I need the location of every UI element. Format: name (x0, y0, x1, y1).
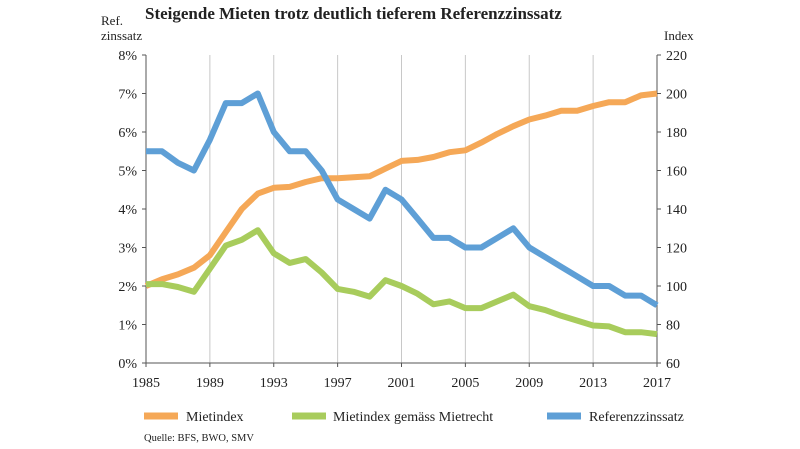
left-tick-label: 7% (118, 88, 137, 103)
x-tick-label: 2001 (388, 376, 416, 391)
source-note: Quelle: BFS, BWO, SMV (144, 433, 254, 444)
right-tick-label: 80 (666, 319, 680, 334)
left-tick-label: 8% (118, 49, 137, 64)
series-line-referenzzinssatz (146, 90, 659, 308)
left-tick-label: 4% (118, 203, 137, 218)
left-axis-title-line-1: Ref. (101, 13, 123, 28)
x-tick-label: 2005 (451, 376, 479, 391)
legend-label-mietindex: Mietindex (186, 410, 244, 425)
x-tick-label: 1989 (196, 376, 224, 391)
left-tick-label: 1% (118, 319, 137, 334)
left-axis-title-line-2: zinssatz (101, 28, 142, 43)
right-tick-label: 100 (666, 280, 687, 295)
series-line-mietindex (144, 90, 658, 289)
left-tick-label: 2% (118, 280, 137, 295)
right-tick-label: 220 (666, 49, 687, 64)
x-tick-label: 1993 (260, 376, 288, 391)
legend-label-referenzzinssatz: Referenzzinssatz (589, 410, 684, 425)
series-line-mietindex-mietrecht (146, 227, 658, 338)
x-tick-label: 2009 (515, 376, 543, 391)
legend-label-mietindex-mietrecht: Mietindex gemäss Mietrecht (333, 410, 493, 425)
gridlines (145, 55, 658, 363)
right-tick-label: 180 (666, 126, 687, 141)
right-tick-label: 200 (666, 88, 687, 103)
right-tick-label: 60 (666, 357, 680, 372)
x-tick-label: 1985 (132, 376, 160, 391)
left-tick-label: 6% (118, 126, 137, 141)
left-tick-label: 3% (118, 242, 137, 257)
legend: Mietindex Mietindex gemäss Mietrecht Ref… (144, 410, 684, 425)
left-tick-label: 5% (118, 165, 137, 180)
left-tick-label: 0% (118, 357, 137, 372)
chart-title: Steigende Mieten trotz deutlich tieferem… (145, 4, 562, 23)
right-tick-label: 120 (666, 242, 687, 257)
x-tick-label: 2017 (643, 376, 671, 391)
right-tick-label: 160 (666, 165, 687, 180)
right-axis-title: Index (664, 28, 694, 43)
axes (142, 54, 661, 367)
series-lines (144, 90, 659, 338)
x-tick-label: 2013 (579, 376, 607, 391)
right-tick-label: 140 (666, 203, 687, 218)
tick-labels: 0% 1% 2% 3% 4% 5% 6% 7% 8% 60 80 100 120 140 160 180 200… (118, 49, 687, 391)
x-tick-label: 1997 (324, 376, 352, 391)
